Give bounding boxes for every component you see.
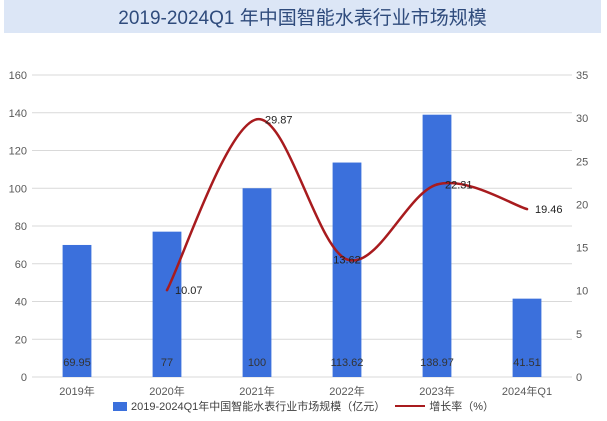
right-axis-tick-label: 35 — [576, 70, 588, 82]
left-axis-tick-label: 80 — [15, 221, 27, 233]
market-size-bar — [62, 244, 92, 377]
right-axis-tick-label: 25 — [576, 156, 588, 168]
growth-rate-data-labels: 10.07 29.87 13.62 22.31 19.46 — [175, 114, 563, 297]
x-axis-tick-label: 2019年 — [59, 384, 94, 398]
legend-line-swatch — [395, 405, 426, 407]
legend-item-growth-rate: 增长率（%） — [395, 398, 494, 414]
growth-rate-data-label: 29.87 — [265, 114, 293, 126]
left-axis-tick-label: 100 — [9, 183, 27, 195]
x-axis-tick-label: 2022年 — [329, 384, 364, 398]
market-size-data-labels: 69.95 77 100 113.62 138.97 41.51 — [63, 357, 541, 369]
market-size-data-label: 100 — [248, 357, 266, 369]
growth-rate-series — [165, 118, 529, 292]
left-axis-tick-label: 40 — [15, 297, 27, 309]
right-axis-tick-label: 30 — [576, 113, 588, 125]
market-size-bars — [62, 114, 542, 377]
market-size-data-label: 138.97 — [420, 357, 454, 369]
right-axis-tick-label: 15 — [576, 243, 588, 255]
right-axis-tick-label: 10 — [576, 286, 588, 298]
growth-rate-point — [525, 207, 529, 211]
x-axis-tick-label: 2024年Q1 — [502, 384, 552, 398]
left-axis-tick-label: 160 — [9, 70, 27, 82]
gridlines — [32, 74, 572, 378]
x-axis-tick-label: 2023年 — [419, 384, 454, 398]
legend: 2019-2024Q1年中国智能水表行业市场规模（亿元） 增长率（%） — [0, 398, 607, 414]
right-axis-tick-label: 0 — [576, 372, 582, 384]
x-axis-tick-label: 2020年 — [149, 384, 184, 398]
right-axis-tick-label: 5 — [576, 329, 582, 341]
market-size-data-label: 77 — [161, 357, 173, 369]
market-size-bar — [422, 114, 452, 377]
x-axis-tick-label: 2021年 — [239, 384, 274, 398]
market-size-data-label: 41.51 — [513, 357, 541, 369]
right-axis-tick-label: 20 — [576, 199, 588, 211]
legend-item-market-size: 2019-2024Q1年中国智能水表行业市场规模（亿元） — [112, 398, 386, 414]
growth-rate-data-label: 10.07 — [175, 285, 203, 297]
market-size-bar — [242, 188, 272, 377]
growth-rate-data-label: 22.31 — [445, 179, 473, 191]
growth-rate-point — [435, 183, 439, 186]
left-axis-tick-label: 0 — [21, 372, 27, 384]
growth-rate-point — [255, 118, 259, 121]
chart-title: 2019-2024Q1 年中国智能水表行业市场规模 — [118, 8, 487, 29]
left-y-axis: 0 20 40 60 80 100 120 140 160 — [9, 70, 27, 384]
right-y-axis: 0 5 10 15 20 25 30 35 — [576, 70, 588, 384]
legend-label-market-size: 2019-2024Q1年中国智能水表行业市场规模（亿元） — [130, 401, 386, 413]
growth-rate-line — [165, 118, 529, 292]
title-banner: 2019-2024Q1 年中国智能水表行业市场规模 — [4, 0, 601, 33]
left-axis-tick-label: 20 — [15, 334, 27, 346]
legend-label-growth-rate: 增长率（%） — [429, 401, 495, 413]
market-size-bar — [332, 162, 362, 377]
legend-bar-swatch — [112, 401, 127, 411]
growth-rate-point — [165, 288, 169, 292]
left-axis-tick-label: 140 — [9, 108, 27, 120]
growth-rate-data-label: 13.62 — [333, 254, 361, 266]
market-size-bar — [152, 231, 182, 377]
growth-rate-point — [345, 258, 349, 261]
left-axis-tick-label: 60 — [15, 259, 27, 271]
market-size-data-label: 69.95 — [63, 357, 91, 369]
left-axis-tick-label: 120 — [9, 146, 27, 158]
x-axis: 2019年 2020年 2021年 2022年 2023年 2024年Q1 — [59, 384, 552, 398]
market-size-data-label: 113.62 — [331, 357, 364, 369]
market-size-bar — [512, 298, 542, 377]
growth-rate-data-label: 19.46 — [535, 204, 563, 216]
